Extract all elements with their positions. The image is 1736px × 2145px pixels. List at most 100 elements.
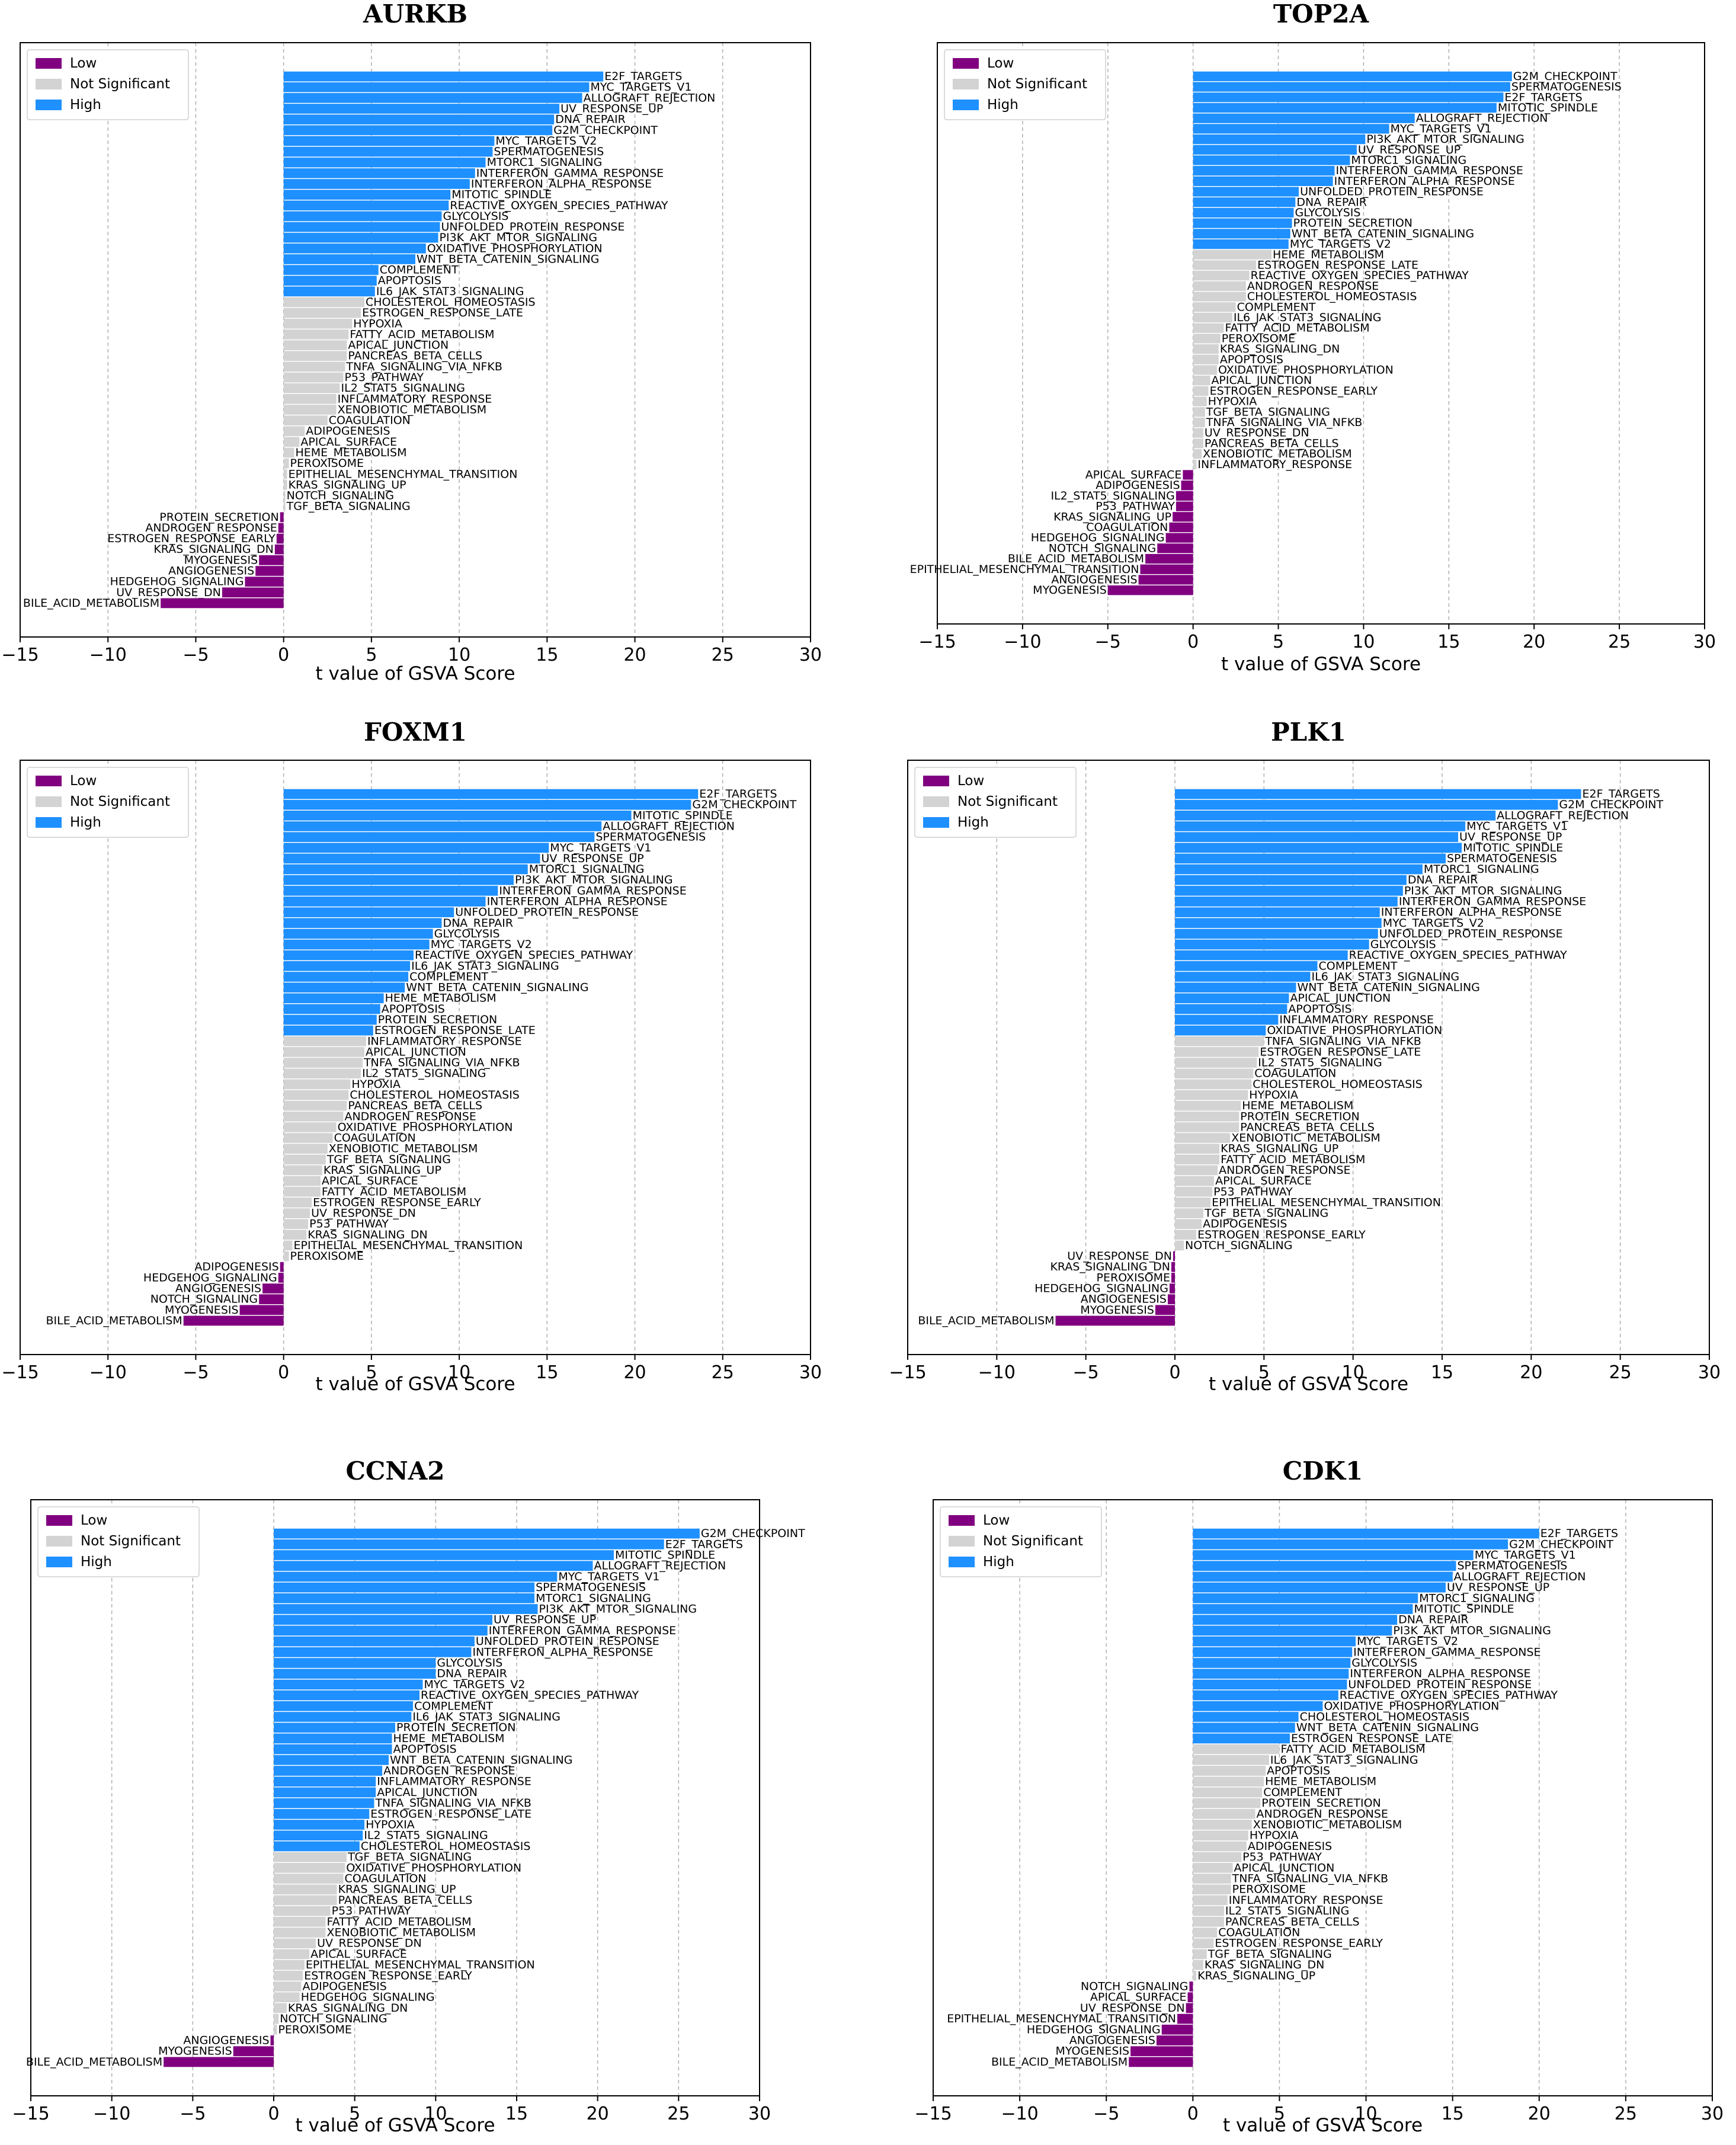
- bar: [274, 1615, 492, 1625]
- bar: [283, 1111, 344, 1122]
- legend-label: Not Significant: [70, 76, 170, 92]
- bar: [283, 950, 414, 961]
- bar: [1193, 1571, 1453, 1582]
- bar: [283, 1058, 363, 1068]
- x-tick-label: −5: [1093, 2104, 1119, 2124]
- bar-label: TNFA_SIGNALING_VIA_NFKB: [1206, 416, 1362, 429]
- bar: [283, 993, 384, 1004]
- bar-label: MYC_TARGETS_V2: [1357, 1635, 1458, 1648]
- bar-label: G2M_CHECKPOINT: [1559, 798, 1663, 811]
- bar: [283, 361, 345, 372]
- bar: [1171, 1273, 1175, 1283]
- bar: [1175, 1100, 1241, 1111]
- bar: [1193, 396, 1207, 406]
- bar: [1193, 1938, 1214, 1949]
- bar-label: ESTROGEN_RESPONSE_LATE: [1257, 258, 1418, 271]
- bar: [1156, 2035, 1193, 2045]
- bar: [274, 1550, 614, 1560]
- bar-label: ADIPOGENESIS: [1248, 1840, 1332, 1853]
- bar-label: SPERMATOGENESIS: [1458, 1560, 1568, 1573]
- bar: [283, 211, 442, 222]
- bar-label: BILE_ACID_METABOLISM: [46, 1314, 182, 1327]
- x-tick-label: 20: [1520, 1362, 1542, 1383]
- bar: [1193, 292, 1246, 302]
- bar-label: HYPOXIA: [366, 1819, 415, 1832]
- bar: [1175, 875, 1407, 885]
- x-tick-label: 5: [366, 1362, 377, 1383]
- bar-label: UV_RESPONSE_DN: [1067, 1250, 1172, 1263]
- bar: [283, 832, 595, 842]
- bar-label: MYC_TARGETS_V2: [1290, 238, 1391, 251]
- bar-label: OXIDATIVE_PHOSPHORYLATION: [338, 1120, 513, 1134]
- bar-label: SPERMATOGENESIS: [1511, 81, 1622, 94]
- bar: [1193, 1906, 1224, 1916]
- x-tick-label: 30: [1698, 1362, 1721, 1383]
- bar-label: ESTROGEN_RESPONSE_EARLY: [313, 1196, 481, 1209]
- bar: [1193, 354, 1219, 364]
- bar: [1193, 124, 1389, 134]
- bar-label: INTERFERON_ALPHA_RESPONSE: [1381, 906, 1562, 919]
- bar-label: PI3K_AKT_MTOR_SIGNALING: [440, 231, 598, 244]
- bar-label: MYOGENESIS: [165, 1304, 239, 1317]
- bar: [283, 1068, 361, 1079]
- bar: [1193, 407, 1205, 417]
- bar: [274, 1895, 337, 1906]
- bar-label: APICAL_JUNCTION: [348, 339, 449, 352]
- bar-label: IL6_JAK_STAT3_SIGNALING: [412, 1711, 560, 1724]
- bar: [274, 1690, 419, 1701]
- bar-label: ANGIOGENESIS: [175, 1282, 261, 1295]
- x-tick-label: 25: [712, 1362, 734, 1383]
- x-tick-label: 0: [1187, 2104, 1199, 2124]
- bar-label: XENOBIOTIC_METABOLISM: [326, 1926, 476, 1939]
- bar-label: FATTY_ACID_METABOLISM: [1221, 1153, 1365, 1166]
- bar: [283, 1154, 326, 1165]
- bar-label: TGF_BETA_SIGNALING: [347, 1851, 472, 1864]
- bar-label: ANGIOGENESIS: [168, 565, 254, 578]
- bar-label: P53_PATHWAY: [309, 1218, 389, 1231]
- bar: [283, 843, 549, 853]
- bar-label: KRAS_SIGNALING_UP: [338, 1883, 456, 1896]
- bar-label: INFLAMMATORY_RESPONSE: [1279, 1013, 1434, 1026]
- bar: [1175, 1133, 1231, 1143]
- bar-label: HEME_METABOLISM: [1242, 1099, 1353, 1112]
- bar: [1193, 260, 1257, 270]
- bar-label: BILE_ACID_METABOLISM: [991, 2056, 1128, 2069]
- bar-label: BILE_ACID_METABOLISM: [23, 597, 159, 610]
- bar-label: ALLOGRAFT_REJECTION: [1454, 1570, 1586, 1583]
- bar-label: ESTROGEN_RESPONSE_LATE: [362, 306, 523, 319]
- bar: [276, 533, 284, 544]
- bar-label: INTERFERON_ALPHA_RESPONSE: [471, 177, 652, 190]
- bar-label: ESTROGEN_RESPONSE_LATE: [1260, 1045, 1421, 1058]
- legend-box: [37, 1506, 200, 1577]
- bar: [283, 146, 493, 157]
- x-tick-label: 25: [712, 645, 734, 665]
- bar: [274, 1733, 392, 1744]
- bar: [1175, 1014, 1279, 1025]
- bar: [274, 1938, 316, 1949]
- bar: [1183, 470, 1193, 480]
- bar: [1193, 207, 1294, 218]
- x-tick-label: 25: [1608, 632, 1631, 652]
- bar: [1193, 449, 1202, 459]
- bar: [1193, 176, 1333, 186]
- legend-swatch: [36, 100, 62, 110]
- bar-label: EPITHELIAL_MESENCHYMAL_TRANSITION: [1212, 1196, 1441, 1209]
- bar-label: COAGULATION: [1086, 521, 1168, 534]
- bar: [1193, 82, 1510, 92]
- bar: [1175, 982, 1296, 993]
- bar-label: MITOTIC_SPINDLE: [1414, 1603, 1514, 1616]
- bar-label: PROTEIN_SECRETION: [396, 1721, 515, 1734]
- bar: [1193, 239, 1289, 249]
- bar-label: OXIDATIVE_PHOSPHORYLATION: [346, 1861, 521, 1874]
- bar: [1193, 344, 1219, 354]
- legend-swatch: [949, 1515, 975, 1526]
- bar: [1193, 1970, 1197, 1981]
- bar-label: FATTY_ACID_METABOLISM: [326, 1915, 471, 1928]
- bar: [1193, 218, 1292, 228]
- bar-label: INTERFERON_ALPHA_RESPONSE: [1350, 1667, 1530, 1680]
- x-tick-label: 0: [278, 645, 289, 665]
- bar-label: HEDGEHOG_SIGNALING: [110, 575, 244, 588]
- bar: [1175, 885, 1403, 896]
- bar: [239, 1305, 284, 1315]
- bar-label: MYC_TARGETS_V1: [1466, 819, 1568, 833]
